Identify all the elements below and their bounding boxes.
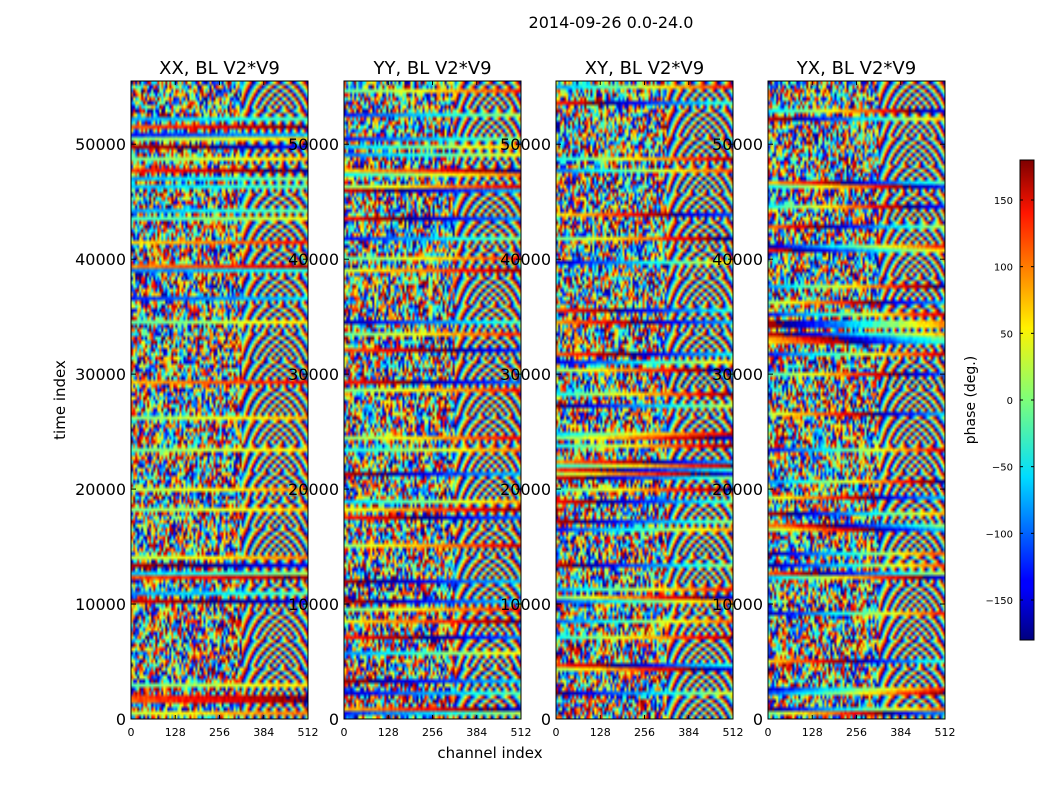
x-tick-label: 128 (802, 726, 823, 739)
x-tick-label: 0 (553, 726, 560, 739)
x-tick-label: 384 (466, 726, 487, 739)
x-tick-label: 512 (723, 726, 744, 739)
panel-yy: YY, BL V2*V9 0 128 256 384 512 0 10000 20000 3000… (288, 58, 531, 739)
y-tick-label: 10000 (500, 595, 551, 614)
panel-xy: XY, BL V2*V9 0 128 256 384 512 0 10000 20000 3000… (500, 58, 743, 739)
y-tick-label: 50000 (500, 135, 551, 154)
y-tick-label: 0 (329, 710, 339, 729)
y-tick-label: 10000 (712, 595, 763, 614)
y-tick-label: 10000 (288, 595, 339, 614)
y-tick-label: 20000 (288, 480, 339, 499)
colorbar-tick-label: −150 (986, 596, 1013, 607)
phase-heatmap-xy (556, 81, 733, 719)
y-tick-label: 30000 (288, 365, 339, 384)
panel-title: YX, BL V2*V9 (796, 58, 916, 79)
figure-suptitle: 2014-09-26 0.0-24.0 (529, 13, 694, 32)
y-tick-label: 30000 (75, 365, 126, 384)
x-tick-label: 384 (678, 726, 699, 739)
y-axis-label: time index (51, 360, 69, 440)
x-tick-label: 256 (846, 726, 867, 739)
colorbar-tick-label: −100 (986, 529, 1013, 540)
colorbar-tick-label: 50 (1000, 329, 1013, 340)
x-tick-label: 384 (253, 726, 274, 739)
y-tick-label: 50000 (75, 135, 126, 154)
x-axis-label: channel index (437, 744, 542, 762)
y-tick-label: 50000 (288, 135, 339, 154)
x-tick-label: 256 (209, 726, 230, 739)
y-tick-label: 20000 (712, 480, 763, 499)
x-tick-label: 256 (634, 726, 655, 739)
x-tick-label: 128 (165, 726, 186, 739)
y-tick-label: 20000 (75, 480, 126, 499)
x-tick-label: 512 (935, 726, 956, 739)
x-tick-label: 256 (422, 726, 443, 739)
panel-title: XX, BL V2*V9 (159, 58, 280, 79)
x-tick-label: 512 (511, 726, 532, 739)
y-tick-label: 0 (753, 710, 763, 729)
phase-heatmap-yy (344, 81, 521, 719)
colorbar-tick-label: 150 (994, 196, 1013, 207)
x-tick-label: 384 (890, 726, 911, 739)
colorbar-tick-label: −50 (992, 463, 1013, 474)
y-tick-label: 40000 (288, 250, 339, 269)
panel-title: XY, BL V2*V9 (585, 58, 704, 79)
y-tick-label: 0 (541, 710, 551, 729)
panels-group: XX, BL V2*V9 0 128 256 384 512 0 10000 20000 3000… (75, 58, 955, 739)
colorbar-label: phase (deg.) (963, 356, 979, 444)
panel-yx: YX, BL V2*V9 0 128 256 384 512 0 10000 20000 3000… (712, 58, 955, 739)
panel-title: YY, BL V2*V9 (372, 58, 491, 79)
y-tick-label: 30000 (500, 365, 551, 384)
phase-heatmap-xx (131, 81, 308, 719)
y-tick-label: 30000 (712, 365, 763, 384)
x-tick-label: 512 (298, 726, 319, 739)
x-tick-label: 0 (128, 726, 135, 739)
x-tick-label: 128 (378, 726, 399, 739)
colorbar-ticks: −150 −100 −50 0 50 100 150 (986, 196, 1034, 607)
x-tick-label: 0 (341, 726, 348, 739)
y-tick-label: 10000 (75, 595, 126, 614)
y-tick-label: 0 (116, 710, 126, 729)
colorbar-tick-label: 0 (1007, 396, 1013, 407)
y-tick-label: 20000 (500, 480, 551, 499)
x-tick-label: 0 (765, 726, 772, 739)
panel-xx: XX, BL V2*V9 0 128 256 384 512 0 10000 20000 3000… (75, 58, 318, 739)
y-tick-label: 40000 (712, 250, 763, 269)
y-tick-label: 40000 (500, 250, 551, 269)
y-tick-label: 50000 (712, 135, 763, 154)
phase-heatmap-yx (768, 81, 945, 719)
y-tick-label: 40000 (75, 250, 126, 269)
colorbar-tick-label: 100 (994, 263, 1013, 274)
x-tick-label: 128 (590, 726, 611, 739)
colorbar: −150 −100 −50 0 50 100 150 phase (deg.) (963, 159, 1035, 641)
